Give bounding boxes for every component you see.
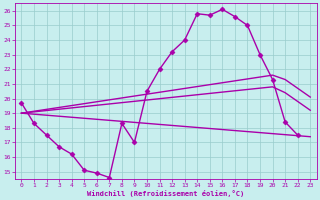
X-axis label: Windchill (Refroidissement éolien,°C): Windchill (Refroidissement éolien,°C) xyxy=(87,190,244,197)
